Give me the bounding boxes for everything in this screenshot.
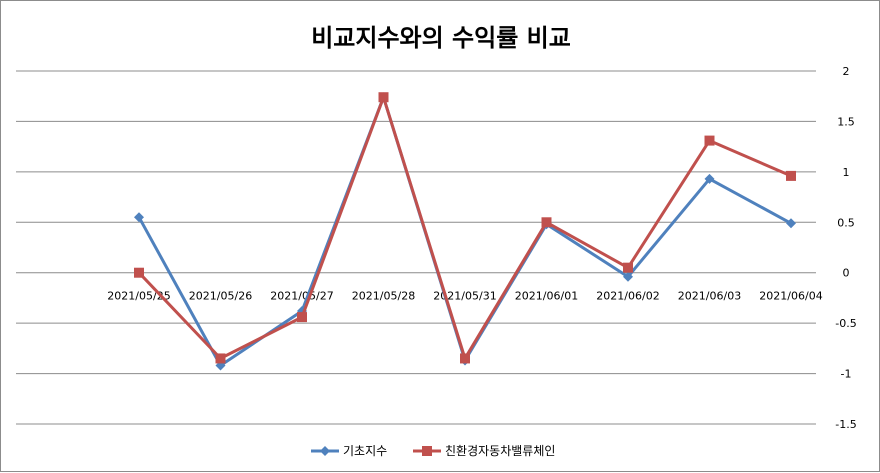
y-tick-label: 0.5 xyxy=(837,216,855,229)
y-tick-label: 1 xyxy=(843,166,850,179)
x-axis-labels: 2021/05/25 2021/05/26 2021/05/27 2021/05/28… xyxy=(107,290,822,303)
y-tick-label: -1 xyxy=(841,368,852,381)
legend-label: 친환경자동차밸류체인 xyxy=(445,444,555,458)
data-point xyxy=(623,271,633,282)
data-point xyxy=(134,212,144,223)
data-point xyxy=(786,218,796,229)
x-tick-label: 2021/06/02 xyxy=(596,290,659,303)
series-1 xyxy=(134,92,796,371)
x-tick-label: 2021/06/01 xyxy=(515,290,578,303)
x-tick-label: 2021/05/26 xyxy=(189,290,252,303)
data-point xyxy=(704,135,715,146)
x-tick-label: 2021/05/27 xyxy=(270,290,333,303)
data-point xyxy=(623,262,633,273)
data-point xyxy=(134,267,144,278)
data-point xyxy=(460,353,470,364)
x-tick-label: 2021/05/25 xyxy=(107,290,170,303)
series-group xyxy=(134,92,796,371)
gridlines xyxy=(16,70,816,425)
data-point xyxy=(786,170,796,181)
x-tick-label: 2021/05/28 xyxy=(352,290,415,303)
series-2 xyxy=(134,92,796,364)
y-axis-labels: 2 1.5 1 0.5 0 -0.5 -1 -1.5 xyxy=(835,65,856,431)
data-point xyxy=(541,217,552,228)
legend-item-2: 친환경자동차밸류체인 xyxy=(413,444,555,458)
legend-label: 기초지수 xyxy=(343,444,387,458)
series-line xyxy=(137,95,792,367)
series-line xyxy=(137,95,792,360)
data-point xyxy=(704,173,715,184)
x-tick-label: 2021/06/04 xyxy=(759,290,822,303)
y-tick-label: 1.5 xyxy=(837,115,855,128)
data-point xyxy=(378,92,389,103)
chart-title: 비교지수와의 수익률 비교 xyxy=(311,24,571,52)
y-tick-label: 0 xyxy=(843,267,850,280)
data-point xyxy=(215,353,226,364)
x-tick-label: 2021/05/31 xyxy=(433,290,496,303)
legend-swatch-marker xyxy=(422,446,432,456)
y-tick-label: -0.5 xyxy=(835,317,856,330)
y-tick-label: -1.5 xyxy=(835,418,856,431)
legend-swatch-marker xyxy=(320,446,330,456)
y-tick-label: 2 xyxy=(843,65,850,78)
data-point xyxy=(297,312,307,323)
legend: 기초지수 친환경자동차밸류체인 xyxy=(311,444,555,458)
legend-item-1: 기초지수 xyxy=(311,444,387,458)
x-tick-label: 2021/06/03 xyxy=(678,290,741,303)
